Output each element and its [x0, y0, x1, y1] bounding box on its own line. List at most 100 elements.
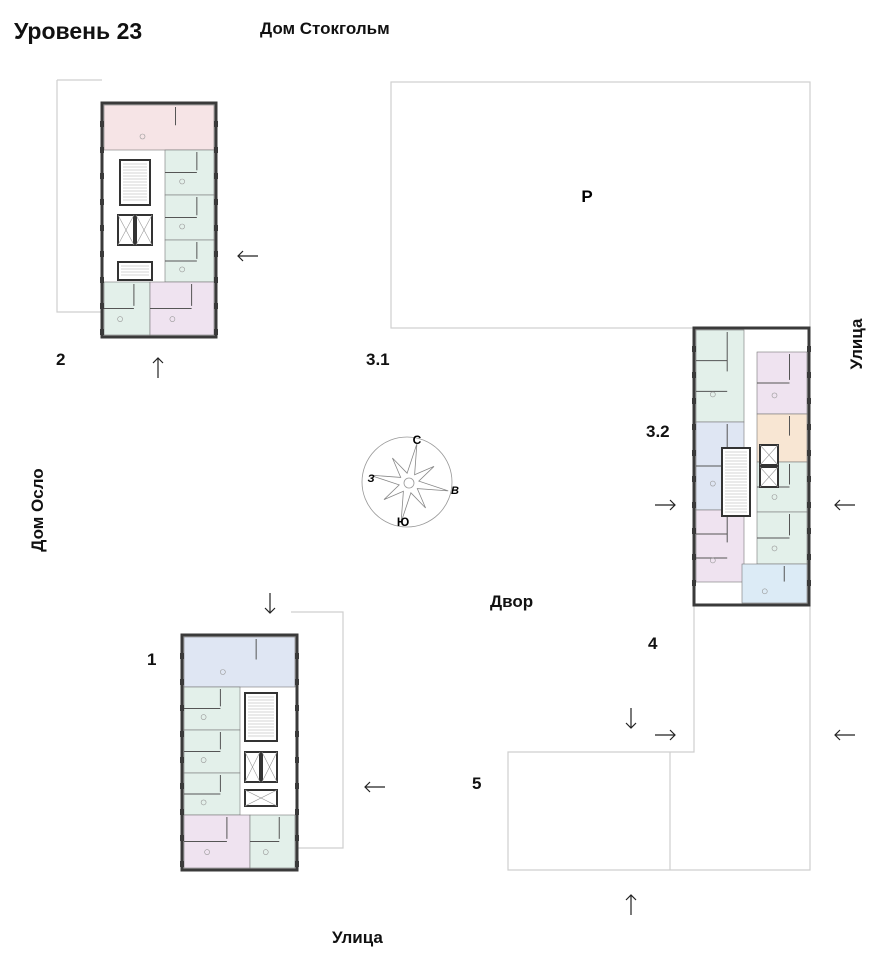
window-pier — [180, 861, 184, 867]
window-pier — [807, 554, 811, 560]
window-pier — [692, 424, 696, 430]
window-pier — [692, 502, 696, 508]
compass-south: Ю — [397, 515, 409, 529]
block-label-4: 4 — [648, 634, 658, 653]
window-pier — [100, 173, 104, 179]
window-pier — [180, 809, 184, 815]
window-pier — [214, 277, 218, 283]
window-pier — [214, 199, 218, 205]
window-pier — [692, 346, 696, 352]
building-2[interactable] — [100, 101, 218, 339]
elevator-cross — [261, 751, 278, 783]
apartment[interactable] — [695, 509, 745, 583]
window-pier — [214, 147, 218, 153]
window-pier — [180, 783, 184, 789]
furniture-table-icon — [761, 588, 768, 595]
window-pier — [180, 757, 184, 763]
window-pier — [692, 372, 696, 378]
furniture-table-icon — [220, 669, 226, 675]
elevator-cross — [759, 444, 779, 466]
window-pier — [807, 398, 811, 404]
window-pier — [100, 225, 104, 231]
street-bottom-label: Улица — [332, 928, 383, 947]
furniture-table-icon — [709, 391, 716, 398]
window-pier — [180, 731, 184, 737]
exterior-wall — [180, 633, 299, 872]
elevator-cross — [244, 751, 261, 783]
window-pier — [180, 835, 184, 841]
apartment[interactable] — [695, 329, 745, 423]
window-pier — [692, 476, 696, 482]
window-pier — [214, 173, 218, 179]
parking-label: P — [581, 187, 592, 206]
window-pier — [692, 398, 696, 404]
window-pier — [692, 554, 696, 560]
window-pier — [100, 147, 104, 153]
yard-label: Двор — [490, 592, 534, 611]
stair-core — [119, 159, 151, 206]
building-3-2[interactable] — [692, 326, 811, 607]
window-pier — [100, 329, 104, 335]
apartment[interactable] — [103, 104, 215, 151]
furniture-table-icon — [200, 799, 207, 806]
block-label-5: 5 — [472, 774, 482, 793]
window-pier — [807, 450, 811, 456]
window-pier — [807, 476, 811, 482]
elevator-cross — [244, 789, 278, 807]
window-pier — [100, 303, 104, 309]
stair-core — [117, 261, 153, 281]
window-pier — [214, 225, 218, 231]
arrowhead-icon — [237, 250, 244, 262]
window-pier — [180, 653, 184, 659]
arrowhead-icon — [625, 722, 637, 729]
window-pier — [807, 528, 811, 534]
block-label-3-2: 3.2 — [646, 422, 670, 441]
furniture-table-icon — [179, 266, 185, 273]
window-pier — [295, 679, 299, 685]
apartment[interactable] — [183, 636, 296, 688]
window-pier — [214, 303, 218, 309]
window-pier — [295, 783, 299, 789]
window-pier — [295, 809, 299, 815]
entrance-arrows — [152, 250, 855, 915]
furniture-table-icon — [139, 133, 146, 140]
parking-area[interactable] — [390, 81, 811, 329]
furniture-table-icon — [204, 849, 210, 855]
window-pier — [295, 653, 299, 659]
window-pier — [214, 329, 218, 335]
window-pier — [100, 199, 104, 205]
furniture-table-icon — [179, 223, 185, 230]
level-title: Уровень 23 — [14, 18, 143, 44]
building-1[interactable] — [180, 633, 299, 872]
compass-west: З — [367, 473, 374, 485]
furniture-table-icon — [179, 178, 185, 185]
window-pier — [692, 450, 696, 456]
elevator-cross — [117, 214, 135, 246]
arrowhead-icon — [152, 357, 164, 364]
window-pier — [180, 679, 184, 685]
window-pier — [807, 424, 811, 430]
window-pier — [295, 861, 299, 867]
arrowhead-icon — [669, 499, 676, 511]
arrowhead-icon — [364, 781, 371, 793]
window-pier — [295, 835, 299, 841]
window-pier — [295, 731, 299, 737]
window-pier — [100, 121, 104, 127]
apartment[interactable] — [741, 563, 808, 604]
window-pier — [807, 372, 811, 378]
window-pier — [692, 580, 696, 586]
furniture-table-icon — [169, 316, 176, 322]
furniture-table-icon — [262, 849, 269, 855]
window-pier — [100, 251, 104, 257]
arrowhead-icon — [834, 729, 841, 741]
arrowhead-icon — [834, 499, 841, 511]
window-pier — [807, 580, 811, 586]
window-pier — [214, 121, 218, 127]
arrowhead-icon — [264, 607, 276, 614]
window-pier — [100, 277, 104, 283]
furniture-table-icon — [117, 316, 123, 322]
furniture-table-icon — [200, 714, 207, 720]
block-label-3-1: 3.1 — [366, 350, 390, 369]
furniture-table-icon — [771, 392, 778, 399]
